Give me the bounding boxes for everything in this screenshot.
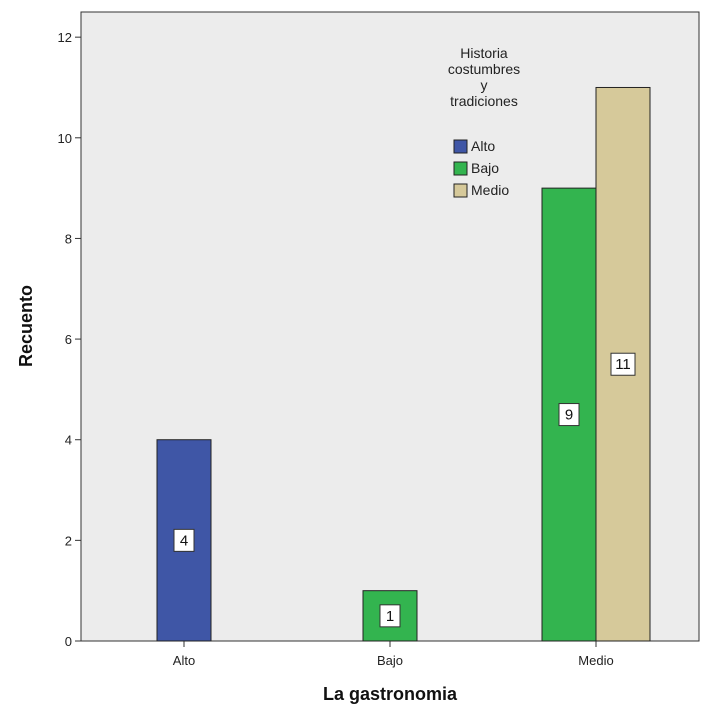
y-tick-label: 4 xyxy=(65,433,72,448)
y-tick-label: 10 xyxy=(58,131,72,146)
legend-swatch xyxy=(453,183,468,198)
y-tick-label: 6 xyxy=(65,332,72,347)
data-label: 4 xyxy=(180,532,188,549)
data-label-box xyxy=(173,528,195,552)
x-tick-label: Alto xyxy=(173,653,195,668)
data-label-box xyxy=(610,352,636,376)
y-tick-label: 8 xyxy=(65,231,72,246)
legend-title-line: costumbres xyxy=(448,61,520,77)
legend-label: Alto xyxy=(471,138,495,154)
y-axis-title: Recuento xyxy=(16,285,36,367)
x-tick-label: Medio xyxy=(578,653,613,668)
legend-label: Medio xyxy=(471,182,509,198)
legend-title-line: tradiciones xyxy=(450,93,518,109)
legend-swatch xyxy=(453,161,468,176)
x-axis: Alto Bajo Medio xyxy=(173,641,614,668)
data-label: 11 xyxy=(615,356,631,373)
data-label: 1 xyxy=(386,608,394,625)
y-axis: 0 2 4 6 8 10 12 xyxy=(58,30,81,649)
legend-title-line: y xyxy=(481,77,488,93)
x-tick-label: Bajo xyxy=(377,653,403,668)
y-tick-label: 12 xyxy=(58,30,72,45)
legend-title-line: Historia xyxy=(460,45,508,61)
data-label: 9 xyxy=(565,407,573,424)
legend-swatch xyxy=(453,139,468,154)
y-tick-label: 0 xyxy=(65,634,72,649)
y-tick-label: 2 xyxy=(65,533,72,548)
data-labels: 4 1 9 11 xyxy=(173,352,636,628)
x-axis-title: La gastronomia xyxy=(323,684,458,704)
data-label-box xyxy=(558,403,580,427)
legend-label: Bajo xyxy=(471,160,499,176)
data-label-box xyxy=(379,604,401,628)
